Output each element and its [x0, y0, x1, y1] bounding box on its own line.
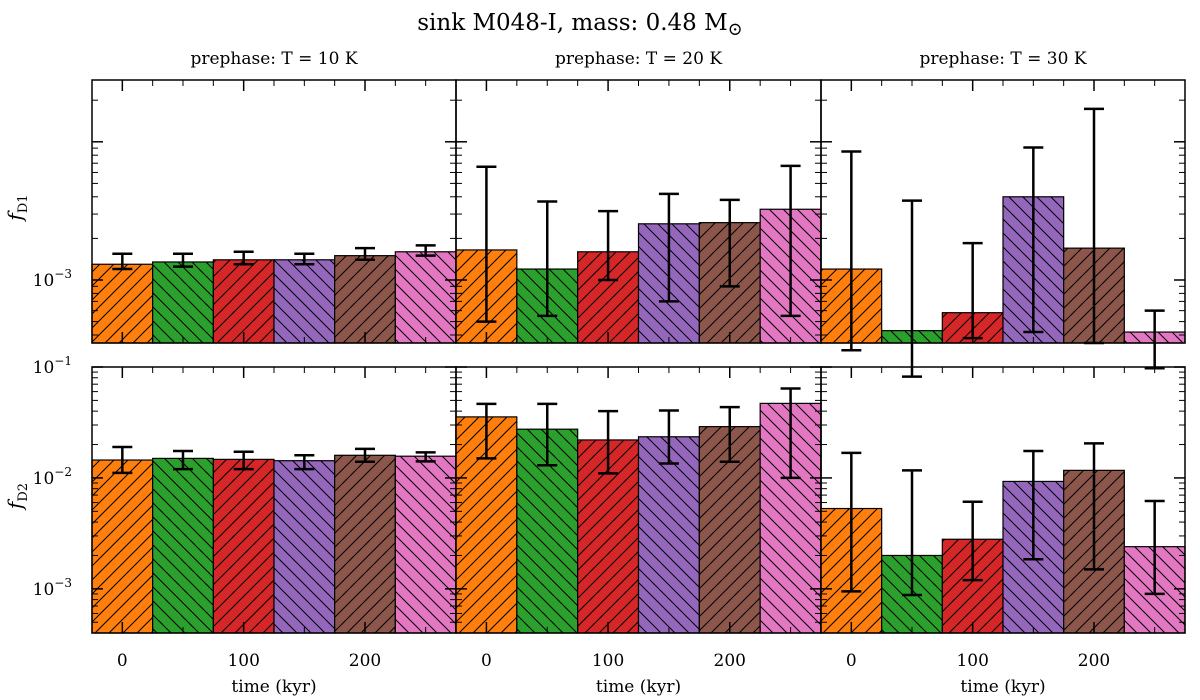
bar-hatch	[212, 458, 275, 634]
xtick-label: 0	[481, 651, 492, 671]
column-title: prephase: T = 30 K	[919, 49, 1086, 69]
panel	[91, 79, 457, 344]
ytick-base: 10	[33, 580, 55, 600]
ytick-base: 10	[33, 358, 55, 378]
bar-hatch	[152, 261, 214, 344]
row-ylabel: fD1	[3, 194, 31, 222]
panel	[455, 366, 822, 634]
xtick-label: 200	[349, 651, 381, 671]
bar-hatch	[91, 263, 154, 344]
ytick-label: 10−3	[33, 576, 72, 600]
xtick-label: 100	[592, 651, 624, 671]
panel	[820, 366, 1186, 634]
xtick-label: 200	[714, 651, 746, 671]
ytick-exponent: −3	[54, 267, 72, 281]
ytick-exponent: −3	[54, 576, 72, 590]
ylabel-subscript: D1	[16, 194, 31, 213]
ytick-label: 10−2	[33, 465, 72, 489]
bar-hatch	[212, 259, 275, 344]
column-title: prephase: T = 10 K	[190, 49, 357, 69]
xtick-label: 100	[956, 651, 988, 671]
bar-hatch	[91, 459, 154, 634]
ytick-base: 10	[33, 469, 55, 489]
panel	[820, 79, 1186, 378]
bar-hatch	[334, 454, 396, 634]
x-axis-label: time (kyr)	[231, 677, 316, 697]
ytick-base: 10	[33, 271, 55, 291]
ytick-label: 10−1	[33, 354, 72, 378]
ytick-label: 10−3	[33, 267, 72, 291]
x-axis-label: time (kyr)	[960, 677, 1045, 697]
bar-hatch	[394, 251, 457, 344]
column-title: prephase: T = 20 K	[555, 49, 722, 69]
xtick-label: 0	[846, 651, 857, 671]
figure-title-text: sink M048-I, mass: 0.48 M	[417, 10, 727, 36]
bar-hatch	[152, 457, 214, 634]
xtick-label: 0	[117, 651, 128, 671]
bar-hatch	[273, 259, 336, 344]
bar-hatch	[273, 460, 336, 634]
bar-hatch	[394, 455, 457, 634]
bar-hatch	[637, 436, 700, 634]
bar-hatch	[334, 255, 396, 344]
figure-title: sink M048-I, mass: 0.48 M⊙	[417, 10, 743, 40]
x-axis-label: time (kyr)	[596, 677, 681, 697]
panel	[455, 79, 822, 344]
sun-symbol: ⊙	[728, 19, 743, 40]
ytick-exponent: −2	[54, 465, 72, 479]
xtick-label: 100	[227, 651, 259, 671]
xtick-label: 200	[1078, 651, 1110, 671]
ylabel-subscript: D2	[16, 483, 31, 502]
panel	[91, 366, 457, 634]
ytick-exponent: −1	[54, 354, 72, 368]
row-ylabel: fD2	[3, 483, 31, 511]
